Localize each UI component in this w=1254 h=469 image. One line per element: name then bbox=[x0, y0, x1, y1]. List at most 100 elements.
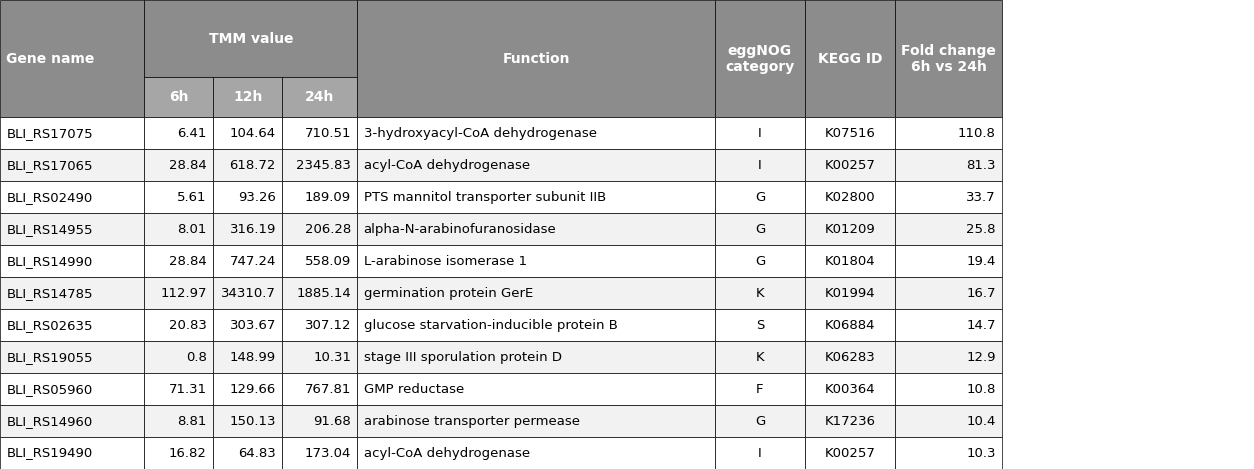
Text: G: G bbox=[755, 255, 765, 268]
Bar bbox=[144, 341, 213, 373]
Bar bbox=[895, 181, 1002, 213]
Bar bbox=[0, 245, 144, 277]
Bar bbox=[357, 0, 715, 117]
Bar bbox=[715, 341, 805, 373]
Text: arabinose transporter permease: arabinose transporter permease bbox=[364, 415, 579, 428]
Text: TMM value: TMM value bbox=[208, 32, 293, 45]
Text: 747.24: 747.24 bbox=[229, 255, 276, 268]
Bar bbox=[0, 277, 144, 309]
Bar bbox=[213, 149, 282, 181]
Text: 19.4: 19.4 bbox=[967, 255, 996, 268]
Text: 8.81: 8.81 bbox=[178, 415, 207, 428]
Text: alpha-N-arabinofuranosidase: alpha-N-arabinofuranosidase bbox=[364, 223, 557, 235]
Text: 16.82: 16.82 bbox=[169, 446, 207, 460]
Bar bbox=[357, 245, 715, 277]
Bar bbox=[895, 309, 1002, 341]
Bar bbox=[715, 309, 805, 341]
Text: K00257: K00257 bbox=[825, 159, 875, 172]
Text: 5.61: 5.61 bbox=[177, 191, 207, 204]
Text: L-arabinose isomerase 1: L-arabinose isomerase 1 bbox=[364, 255, 527, 268]
Text: 1885.14: 1885.14 bbox=[296, 287, 351, 300]
Bar bbox=[144, 77, 213, 117]
Text: 150.13: 150.13 bbox=[229, 415, 276, 428]
Text: 10.4: 10.4 bbox=[967, 415, 996, 428]
Bar bbox=[357, 149, 715, 181]
Text: K00257: K00257 bbox=[825, 446, 875, 460]
Bar bbox=[282, 437, 357, 469]
Text: BLI_RS17065: BLI_RS17065 bbox=[6, 159, 93, 172]
Text: 33.7: 33.7 bbox=[966, 191, 996, 204]
Bar bbox=[895, 149, 1002, 181]
Bar bbox=[282, 341, 357, 373]
Text: G: G bbox=[755, 415, 765, 428]
Text: 12h: 12h bbox=[233, 91, 262, 104]
Text: K01804: K01804 bbox=[825, 255, 875, 268]
Text: 558.09: 558.09 bbox=[305, 255, 351, 268]
Bar bbox=[715, 181, 805, 213]
Bar bbox=[282, 277, 357, 309]
Text: K02800: K02800 bbox=[825, 191, 875, 204]
Text: BLI_RS02490: BLI_RS02490 bbox=[6, 191, 93, 204]
Bar bbox=[357, 213, 715, 245]
Text: 10.8: 10.8 bbox=[967, 383, 996, 395]
Text: Function: Function bbox=[503, 52, 569, 66]
Bar bbox=[144, 373, 213, 405]
Text: 173.04: 173.04 bbox=[305, 446, 351, 460]
Text: 129.66: 129.66 bbox=[229, 383, 276, 395]
Text: 0.8: 0.8 bbox=[186, 351, 207, 363]
Text: K01209: K01209 bbox=[825, 223, 875, 235]
Text: 110.8: 110.8 bbox=[958, 127, 996, 140]
Bar bbox=[144, 0, 357, 77]
Text: BLI_RS14785: BLI_RS14785 bbox=[6, 287, 93, 300]
Text: 148.99: 148.99 bbox=[229, 351, 276, 363]
Bar bbox=[715, 0, 805, 117]
Text: K00364: K00364 bbox=[825, 383, 875, 395]
Text: K07516: K07516 bbox=[825, 127, 875, 140]
Bar bbox=[0, 341, 144, 373]
Text: 24h: 24h bbox=[305, 91, 335, 104]
Text: K: K bbox=[756, 287, 764, 300]
Bar bbox=[895, 373, 1002, 405]
Bar bbox=[895, 117, 1002, 149]
Bar bbox=[357, 373, 715, 405]
Bar bbox=[0, 0, 144, 117]
Bar bbox=[282, 405, 357, 437]
Text: 206.28: 206.28 bbox=[305, 223, 351, 235]
Text: 189.09: 189.09 bbox=[305, 191, 351, 204]
Text: I: I bbox=[759, 446, 761, 460]
Text: 81.3: 81.3 bbox=[966, 159, 996, 172]
Bar bbox=[715, 245, 805, 277]
Text: BLI_RS19490: BLI_RS19490 bbox=[6, 446, 93, 460]
Text: I: I bbox=[759, 159, 761, 172]
Bar bbox=[357, 309, 715, 341]
Bar bbox=[357, 437, 715, 469]
Text: 112.97: 112.97 bbox=[161, 287, 207, 300]
Bar bbox=[715, 437, 805, 469]
Bar bbox=[805, 245, 895, 277]
Bar bbox=[213, 373, 282, 405]
Text: 28.84: 28.84 bbox=[169, 255, 207, 268]
Bar bbox=[282, 117, 357, 149]
Bar bbox=[805, 373, 895, 405]
Text: 12.9: 12.9 bbox=[966, 351, 996, 363]
Bar bbox=[144, 437, 213, 469]
Text: G: G bbox=[755, 191, 765, 204]
Bar bbox=[213, 213, 282, 245]
Bar bbox=[282, 149, 357, 181]
Bar bbox=[144, 149, 213, 181]
Text: BLI_RS14960: BLI_RS14960 bbox=[6, 415, 93, 428]
Text: 710.51: 710.51 bbox=[305, 127, 351, 140]
Text: BLI_RS14990: BLI_RS14990 bbox=[6, 255, 93, 268]
Bar bbox=[0, 437, 144, 469]
Text: 316.19: 316.19 bbox=[229, 223, 276, 235]
Bar bbox=[0, 373, 144, 405]
Bar bbox=[0, 149, 144, 181]
Bar bbox=[144, 277, 213, 309]
Bar bbox=[715, 117, 805, 149]
Bar bbox=[715, 213, 805, 245]
Bar bbox=[282, 77, 357, 117]
Bar bbox=[805, 117, 895, 149]
Text: glucose starvation-inducible protein B: glucose starvation-inducible protein B bbox=[364, 318, 617, 332]
Bar bbox=[895, 245, 1002, 277]
Text: stage III sporulation protein D: stage III sporulation protein D bbox=[364, 351, 562, 363]
